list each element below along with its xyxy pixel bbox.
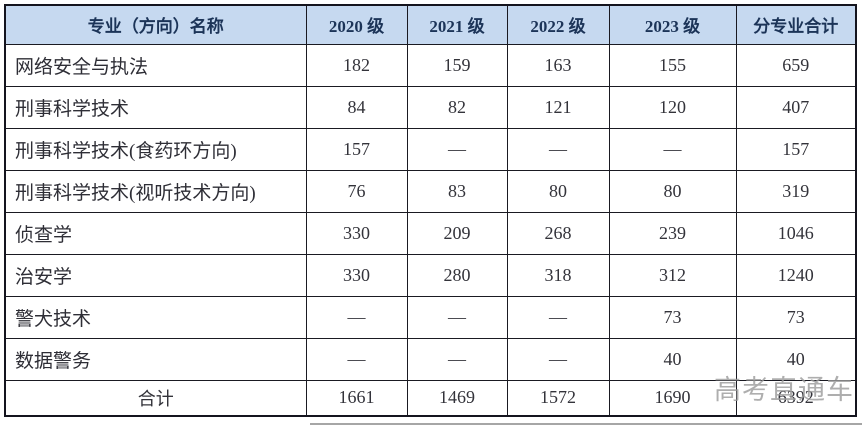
cell-value: — [406,295,508,339]
enrollment-table: 专业（方向）名称 2020 级 2021 级 2022 级 2023 级 分专业… [4,4,857,417]
table-row: 网络安全与执法 182 159 163 155 659 [4,43,857,87]
cell-value: 318 [506,253,610,297]
row-label: 数据警务 [4,337,307,381]
total-cell-value: 1469 [406,379,508,417]
cell-value: — [506,295,610,339]
row-label: 刑事科学技术 [4,85,307,129]
cell-value: 239 [608,211,737,255]
cell-value: 1046 [735,211,857,255]
cell-value: — [305,337,408,381]
cell-value: — [406,337,508,381]
cell-value: 330 [305,211,408,255]
table-row: 刑事科学技术(食药环方向) 157 — — — 157 [4,127,857,171]
cell-value: 157 [305,127,408,171]
row-label: 网络安全与执法 [4,43,307,87]
cell-value: 40 [608,337,737,381]
cell-value: 407 [735,85,857,129]
cell-value: 157 [735,127,857,171]
header-row: 专业（方向）名称 2020 级 2021 级 2022 级 2023 级 分专业… [4,4,857,45]
row-label: 刑事科学技术(食药环方向) [4,127,307,171]
column-header-grade-2020: 2020 级 [305,4,408,45]
column-header-grade-2021: 2021 级 [406,4,508,45]
cell-value: 330 [305,253,408,297]
cell-value: 80 [506,169,610,213]
cell-value: 163 [506,43,610,87]
table-row: 治安学 330 280 318 312 1240 [4,253,857,297]
total-cell-value: 1572 [506,379,610,417]
cell-value: 40 [735,337,857,381]
table-row: 警犬技术 — — — 73 73 [4,295,857,339]
cell-value: 121 [506,85,610,129]
total-row-label: 合计 [4,379,307,417]
cell-value: 73 [608,295,737,339]
cell-value: 319 [735,169,857,213]
row-label: 警犬技术 [4,295,307,339]
total-cell-value: 1690 [608,379,737,417]
table-row: 刑事科学技术(视听技术方向) 76 83 80 80 319 [4,169,857,213]
cell-value: 80 [608,169,737,213]
cell-value: 73 [735,295,857,339]
cell-value: 182 [305,43,408,87]
cell-value: — [506,127,610,171]
cell-value: 82 [406,85,508,129]
column-header-major-name: 专业（方向）名称 [4,4,307,45]
column-header-grade-2022: 2022 级 [506,4,610,45]
table-row: 数据警务 — — — 40 40 [4,337,857,381]
cell-value: 120 [608,85,737,129]
bottom-edge-divider [310,423,862,425]
column-header-grade-2023: 2023 级 [608,4,737,45]
column-header-major-total: 分专业合计 [735,4,857,45]
table-row: 侦查学 330 209 268 239 1046 [4,211,857,255]
row-label: 刑事科学技术(视听技术方向) [4,169,307,213]
row-label: 治安学 [4,253,307,297]
cell-value: 280 [406,253,508,297]
row-label: 侦查学 [4,211,307,255]
cell-value: 209 [406,211,508,255]
cell-value: 659 [735,43,857,87]
cell-value: 83 [406,169,508,213]
total-row: 合计 1661 1469 1572 1690 6392 [4,379,857,417]
table-row: 刑事科学技术 84 82 121 120 407 [4,85,857,129]
cell-value: 84 [305,85,408,129]
cell-value: 155 [608,43,737,87]
total-cell-value: 1661 [305,379,408,417]
cell-value: — [406,127,508,171]
cell-value: — [608,127,737,171]
cell-value: 312 [608,253,737,297]
total-cell-value: 6392 [735,379,857,417]
cell-value: — [305,295,408,339]
cell-value: 76 [305,169,408,213]
enrollment-table-container: 专业（方向）名称 2020 级 2021 级 2022 级 2023 级 分专业… [4,4,857,417]
cell-value: 1240 [735,253,857,297]
cell-value: — [506,337,610,381]
cell-value: 159 [406,43,508,87]
cell-value: 268 [506,211,610,255]
